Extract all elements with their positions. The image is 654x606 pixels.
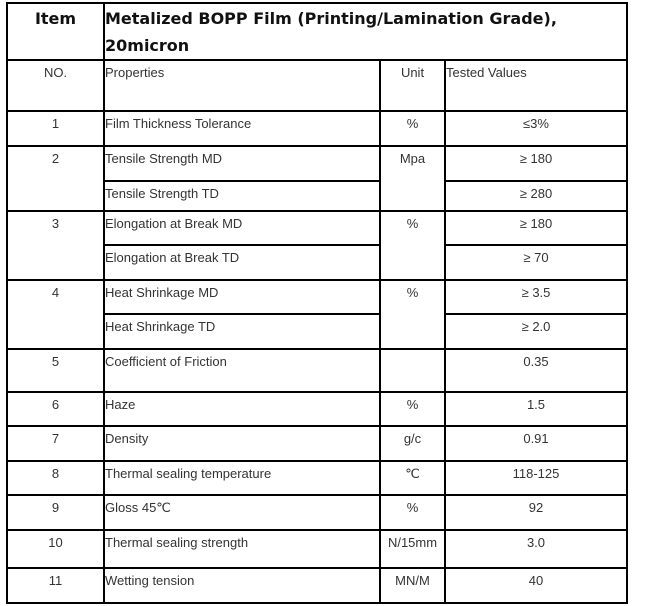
row-property: Wetting tension	[103, 567, 381, 604]
row-no: 10	[6, 529, 105, 569]
row-value: 1.5	[444, 391, 628, 427]
row-unit: %	[379, 279, 446, 350]
row-property: Tensile Strength TD	[103, 180, 381, 212]
row-no: 6	[6, 391, 105, 427]
row-property: Thermal sealing temperature	[103, 460, 381, 496]
row-no: 8	[6, 460, 105, 496]
row-value: ≥ 70	[444, 244, 628, 281]
header-unit: Unit	[379, 59, 446, 112]
row-unit: MN/M	[379, 567, 446, 604]
row-no: 7	[6, 425, 105, 462]
row-value: 118-125	[444, 460, 628, 496]
row-property: Elongation at Break TD	[103, 244, 381, 281]
header-row: NO. Properties Unit Tested Values	[6, 59, 628, 112]
title-row: Item Metalized BOPP Film (Printing/Lamin…	[6, 2, 628, 61]
row-property: Haze	[103, 391, 381, 427]
table-row: 7 Density g/c 0.91	[6, 425, 628, 462]
row-value: 0.35	[444, 348, 628, 393]
row-unit: Mpa	[379, 145, 446, 212]
table-row: 8 Thermal sealing temperature ℃ 118-125	[6, 460, 628, 496]
row-value: 92	[444, 494, 628, 531]
table-row: 10 Thermal sealing strength N/15mm 3.0	[6, 529, 628, 569]
table-row: 6 Haze % 1.5	[6, 391, 628, 427]
row-value: ≥ 280	[444, 180, 628, 212]
header-tested-values: Tested Values	[444, 59, 628, 112]
spec-table: Item Metalized BOPP Film (Printing/Lamin…	[6, 2, 628, 604]
row-unit: %	[379, 391, 446, 427]
row-value: ≥ 180	[444, 145, 628, 182]
row-value: ≤3%	[444, 110, 628, 147]
row-no: 2	[6, 145, 105, 212]
table-row: 3 Elongation at Break MD % ≥ 180	[6, 210, 628, 281]
header-no: NO.	[6, 59, 105, 112]
row-value: ≥ 3.5	[444, 279, 628, 315]
row-property: Heat Shrinkage MD	[103, 279, 381, 315]
row-value: 40	[444, 567, 628, 604]
item-label: Item	[6, 2, 105, 61]
row-unit: g/c	[379, 425, 446, 462]
row-value: ≥ 2.0	[444, 313, 628, 350]
row-no: 11	[6, 567, 105, 604]
row-unit: %	[379, 494, 446, 531]
row-value: ≥ 180	[444, 210, 628, 246]
table-row: 1 Film Thickness Tolerance % ≤3%	[6, 110, 628, 147]
header-properties: Properties	[103, 59, 381, 112]
row-unit: N/15mm	[379, 529, 446, 569]
row-property: Elongation at Break MD	[103, 210, 381, 246]
row-no: 5	[6, 348, 105, 393]
row-property: Heat Shrinkage TD	[103, 313, 381, 350]
row-property: Thermal sealing strength	[103, 529, 381, 569]
row-property: Density	[103, 425, 381, 462]
row-value: 3.0	[444, 529, 628, 569]
row-no: 1	[6, 110, 105, 147]
table-row: 4 Heat Shrinkage MD % ≥ 3.5	[6, 279, 628, 350]
row-property: Film Thickness Tolerance	[103, 110, 381, 147]
table-row: 5 Coefficient of Friction 0.35	[6, 348, 628, 393]
row-property: Coefficient of Friction	[103, 348, 381, 393]
row-unit: ℃	[379, 460, 446, 496]
row-no: 9	[6, 494, 105, 531]
table-row: 2 Tensile Strength MD Mpa ≥ 180	[6, 145, 628, 212]
row-unit: %	[379, 210, 446, 281]
row-value: 0.91	[444, 425, 628, 462]
row-no: 4	[6, 279, 105, 350]
table-subrow: Tensile Strength TD ≥ 280	[7, 180, 628, 212]
table-row: 9 Gloss 45℃ % 92	[6, 494, 628, 531]
row-unit: %	[379, 110, 446, 147]
row-property: Tensile Strength MD	[103, 145, 381, 182]
table-subrow: Heat Shrinkage TD ≥ 2.0	[7, 313, 628, 350]
row-no: 3	[6, 210, 105, 281]
row-unit	[379, 348, 446, 393]
table-subrow: Elongation at Break TD ≥ 70	[7, 244, 628, 281]
product-title: Metalized BOPP Film (Printing/Lamination…	[103, 2, 628, 61]
table-row: 11 Wetting tension MN/M 40	[6, 567, 628, 604]
row-property: Gloss 45℃	[103, 494, 381, 531]
